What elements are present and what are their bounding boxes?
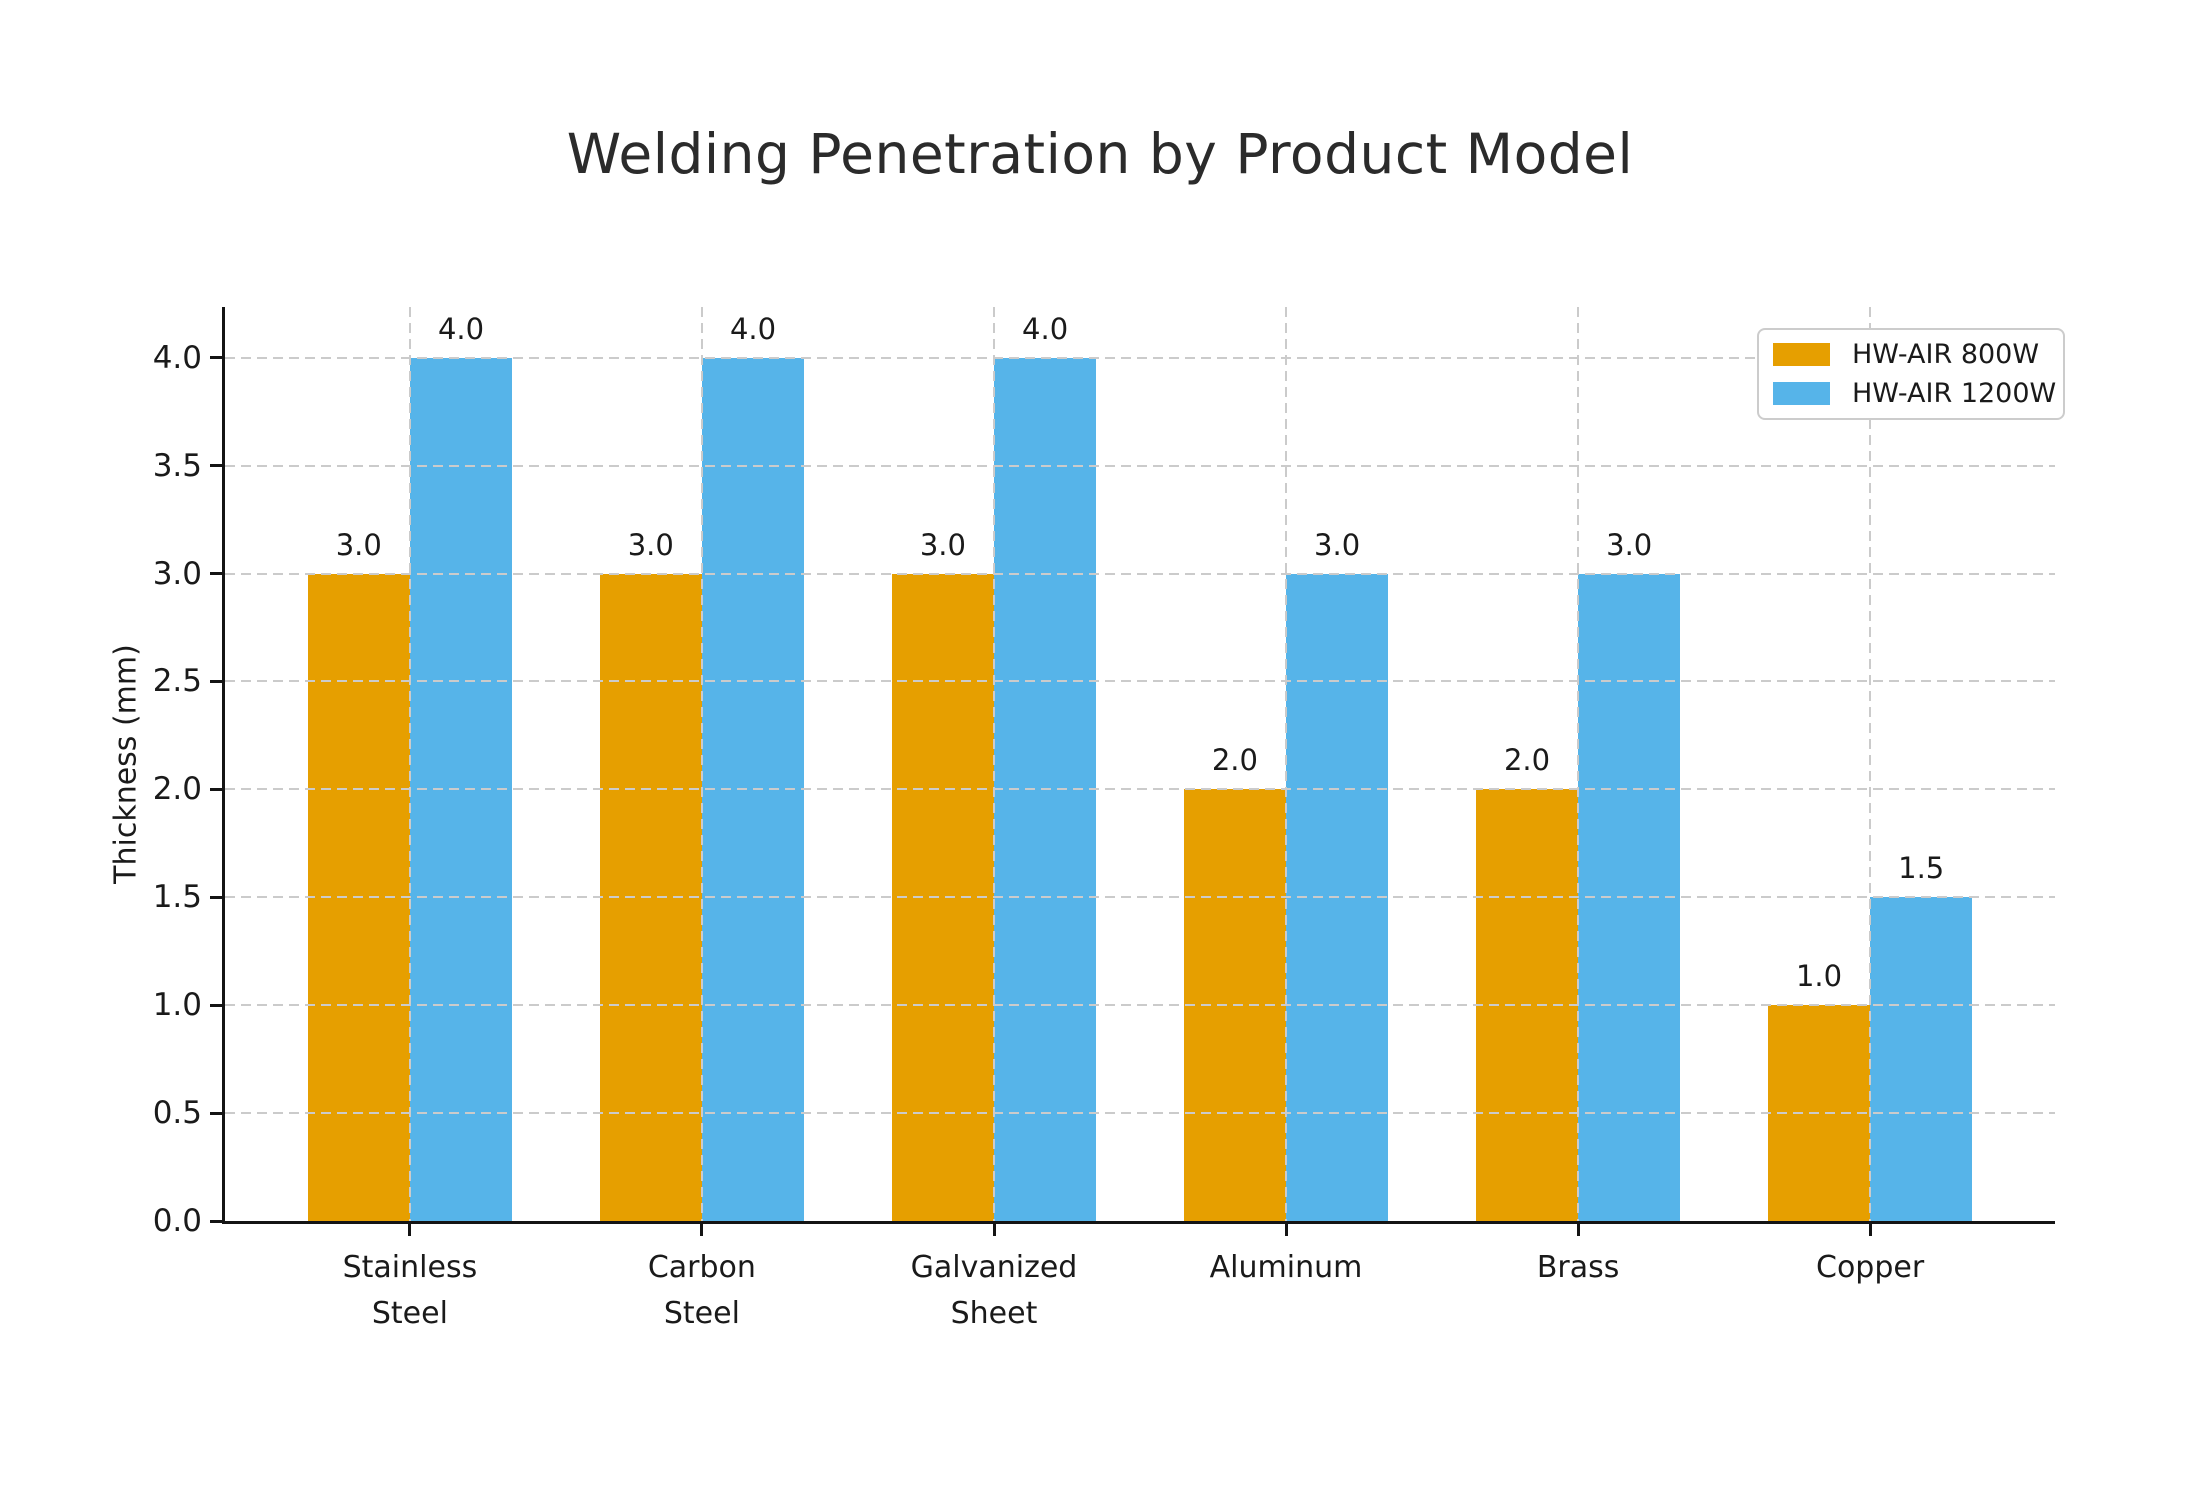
y-tick — [210, 895, 222, 899]
x-gridline — [993, 307, 995, 1221]
y-tick — [210, 679, 222, 683]
y-gridline — [225, 572, 2055, 575]
chart-title: Welding Penetration by Product Model — [566, 122, 1634, 186]
x-tick — [1284, 1224, 1288, 1236]
x-tick — [408, 1224, 412, 1236]
bar-value-label: 4.0 — [1022, 311, 1069, 346]
bar-value-label: 4.0 — [437, 311, 485, 346]
y-tick-label: 2.0 — [152, 771, 202, 808]
bar-hw-air-1200w-5 — [1870, 897, 1973, 1221]
x-tick-label-line: Copper — [1816, 1250, 1925, 1285]
legend-label-1200w: HW-AIR 1200W — [1852, 378, 2057, 410]
x-tick-label-brass: Brass — [1378, 1245, 1778, 1291]
x-tick-label-copper: Copper — [1670, 1245, 2070, 1291]
x-tick-label-line: Aluminum — [1209, 1250, 1363, 1285]
y-tick-label: 2.5 — [152, 663, 202, 700]
bar-value-label: 3.0 — [919, 527, 966, 562]
x-tick-label-line: Steel — [371, 1296, 448, 1331]
x-gridline — [1869, 307, 1872, 1221]
bar-value-label: 3.0 — [1606, 527, 1653, 562]
y-gridline — [225, 680, 2055, 683]
y-tick-label: 0.0 — [152, 1203, 202, 1239]
bar-value-label: 3.0 — [335, 527, 382, 562]
legend-swatch-800w-icon — [1773, 342, 1830, 366]
y-tick — [210, 1111, 222, 1115]
y-gridline — [225, 896, 2055, 899]
y-tick — [210, 464, 222, 468]
y-tick-label: 4.0 — [152, 339, 202, 376]
x-tick — [1868, 1224, 1872, 1236]
legend: HW-AIR 800W HW-AIR 1200W — [1757, 328, 2065, 420]
x-gridline — [1577, 307, 1580, 1221]
x-tick-label-carbon-steel: Carbon Steel — [502, 1245, 902, 1337]
y-tick — [210, 1003, 222, 1007]
bar-value-label: 1.5 — [1898, 851, 1945, 886]
x-tick-label-line: Steel — [663, 1296, 740, 1331]
y-gridline — [225, 1004, 2055, 1007]
x-tick-label-line: Galvanized — [910, 1250, 1078, 1285]
legend-label-800w: HW-AIR 800W — [1852, 338, 2040, 370]
bar-value-label: 3.0 — [627, 527, 674, 562]
bar-value-label: 3.0 — [1314, 527, 1361, 562]
x-tick-label-galvanized-sheet: Galvanized Sheet — [794, 1245, 1194, 1337]
x-tick-label-line: Sheet — [950, 1296, 1038, 1331]
bar-value-label: 4.0 — [729, 311, 777, 346]
y-gridline — [225, 1112, 2055, 1115]
y-tick — [210, 787, 222, 791]
bar-value-label: 2.0 — [1503, 743, 1551, 778]
x-tick-label-aluminum: Aluminum — [1086, 1245, 1486, 1291]
y-tick-label: 1.0 — [152, 987, 202, 1024]
plot-area: 3.0 3.0 3.0 2.0 2.0 1.0 4.0 4.0 4.0 3.0 3.0 1.5 0.0 0… — [153, 307, 2055, 1331]
y-tick-label: 3.5 — [152, 447, 202, 484]
y-tick — [210, 356, 222, 360]
x-gridline — [1285, 307, 1287, 1221]
x-tick-label-stainless-steel: Stainless Steel — [210, 1245, 610, 1337]
x-gridline — [408, 307, 411, 1221]
legend-item-1200w: HW-AIR 1200W — [1773, 378, 2063, 409]
x-tick — [992, 1224, 996, 1236]
x-tick-label-line: Carbon — [647, 1250, 756, 1285]
y-tick-label: 1.5 — [152, 879, 202, 916]
y-tick-label: 3.0 — [152, 555, 202, 592]
x-tick-label-line: Stainless — [342, 1250, 478, 1285]
y-tick-label: 0.5 — [152, 1095, 202, 1132]
y-gridline — [225, 464, 2055, 467]
y-gridline — [225, 356, 2055, 359]
x-tick-label-line: Brass — [1536, 1250, 1620, 1285]
legend-item-800w: HW-AIR 800W — [1773, 339, 2063, 370]
x-tick — [1576, 1224, 1580, 1236]
bar-value-label: 2.0 — [1211, 743, 1258, 778]
bar-value-label: 1.0 — [1795, 959, 1843, 994]
x-gridline — [700, 307, 703, 1221]
x-tick — [700, 1224, 704, 1236]
y-tick — [210, 1219, 222, 1223]
legend-swatch-1200w-icon — [1773, 382, 1830, 406]
y-gridline — [225, 788, 2055, 791]
y-tick — [210, 572, 222, 575]
